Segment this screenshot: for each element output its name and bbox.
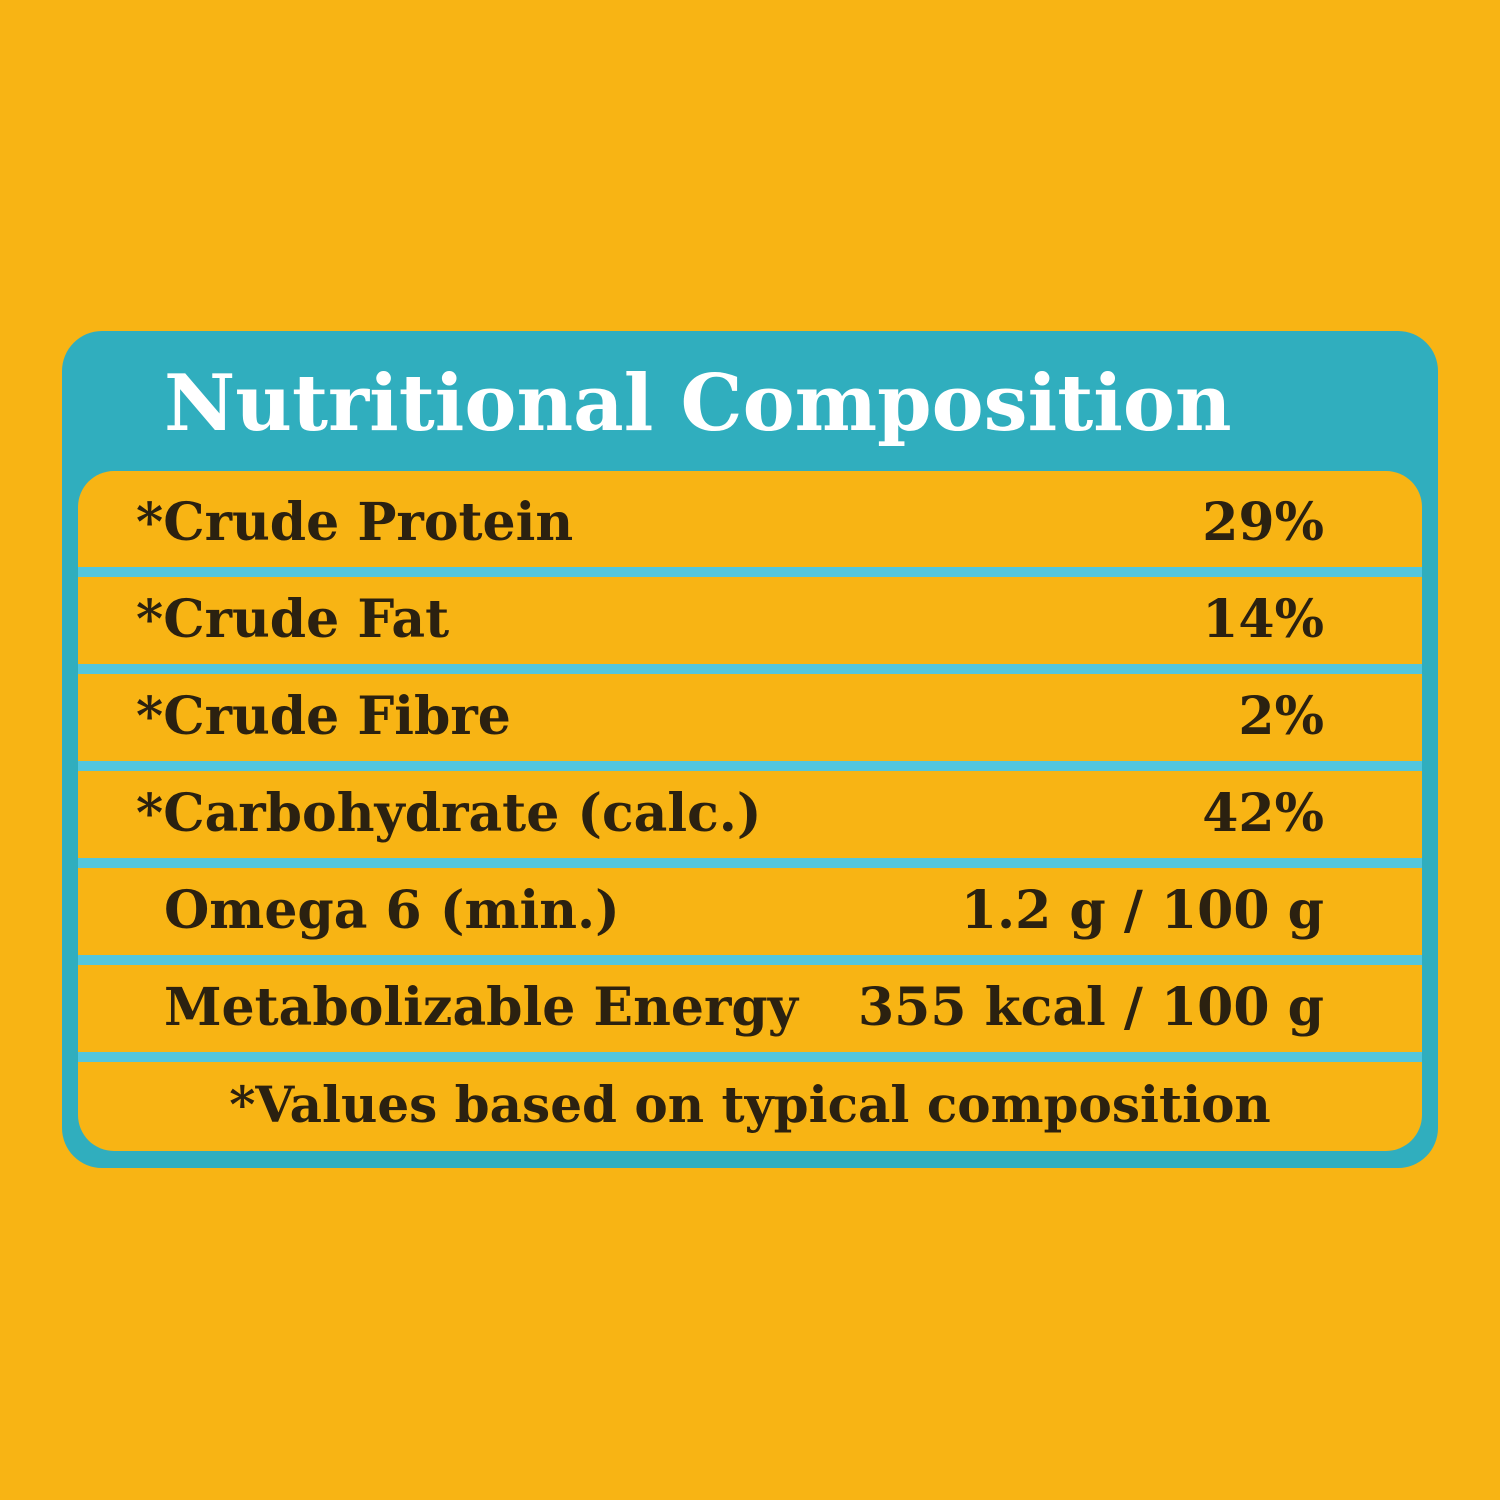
nutrient-name: *Crude Fat: [136, 589, 450, 650]
nutrient-name: *Crude Fibre: [136, 686, 511, 747]
nutrient-value: 1.2 g / 100 g: [960, 880, 1324, 941]
row-divider: [78, 955, 1422, 965]
row-divider: [78, 1052, 1422, 1062]
nutrient-name: *Crude Protein: [136, 492, 574, 553]
table-row: *Crude Protein 29%: [78, 479, 1422, 567]
nutrient-name: *Carbohydrate (calc.): [136, 783, 762, 844]
table-row: *Crude Fibre 2%: [78, 673, 1422, 761]
nutrient-value: 14%: [1202, 589, 1324, 650]
table-row: *Carbohydrate (calc.) 42%: [78, 770, 1422, 858]
footnote: *Values based on typical composition: [229, 1075, 1271, 1134]
table-row: *Crude Fat 14%: [78, 576, 1422, 664]
nutrient-value: 42%: [1202, 783, 1324, 844]
row-divider: [78, 858, 1422, 868]
row-divider: [78, 664, 1422, 674]
row-divider: [78, 761, 1422, 771]
nutrient-name: Metabolizable Energy: [164, 977, 798, 1038]
table-row: Omega 6 (min.) 1.2 g / 100 g: [78, 867, 1422, 955]
row-divider: [78, 567, 1422, 577]
title: Nutritional Composition: [164, 358, 1232, 449]
table: *Values based on typical composition *Cr…: [78, 471, 1422, 1151]
panel: Nutritional Composition *Values based on…: [62, 331, 1438, 1168]
nutrient-value: 29%: [1202, 492, 1324, 553]
nutrient-value: 355 kcal / 100 g: [858, 977, 1324, 1038]
table-row: Metabolizable Energy 355 kcal / 100 g: [78, 964, 1422, 1052]
nutrient-value: 2%: [1238, 686, 1324, 747]
nutrient-name: Omega 6 (min.): [164, 880, 620, 941]
